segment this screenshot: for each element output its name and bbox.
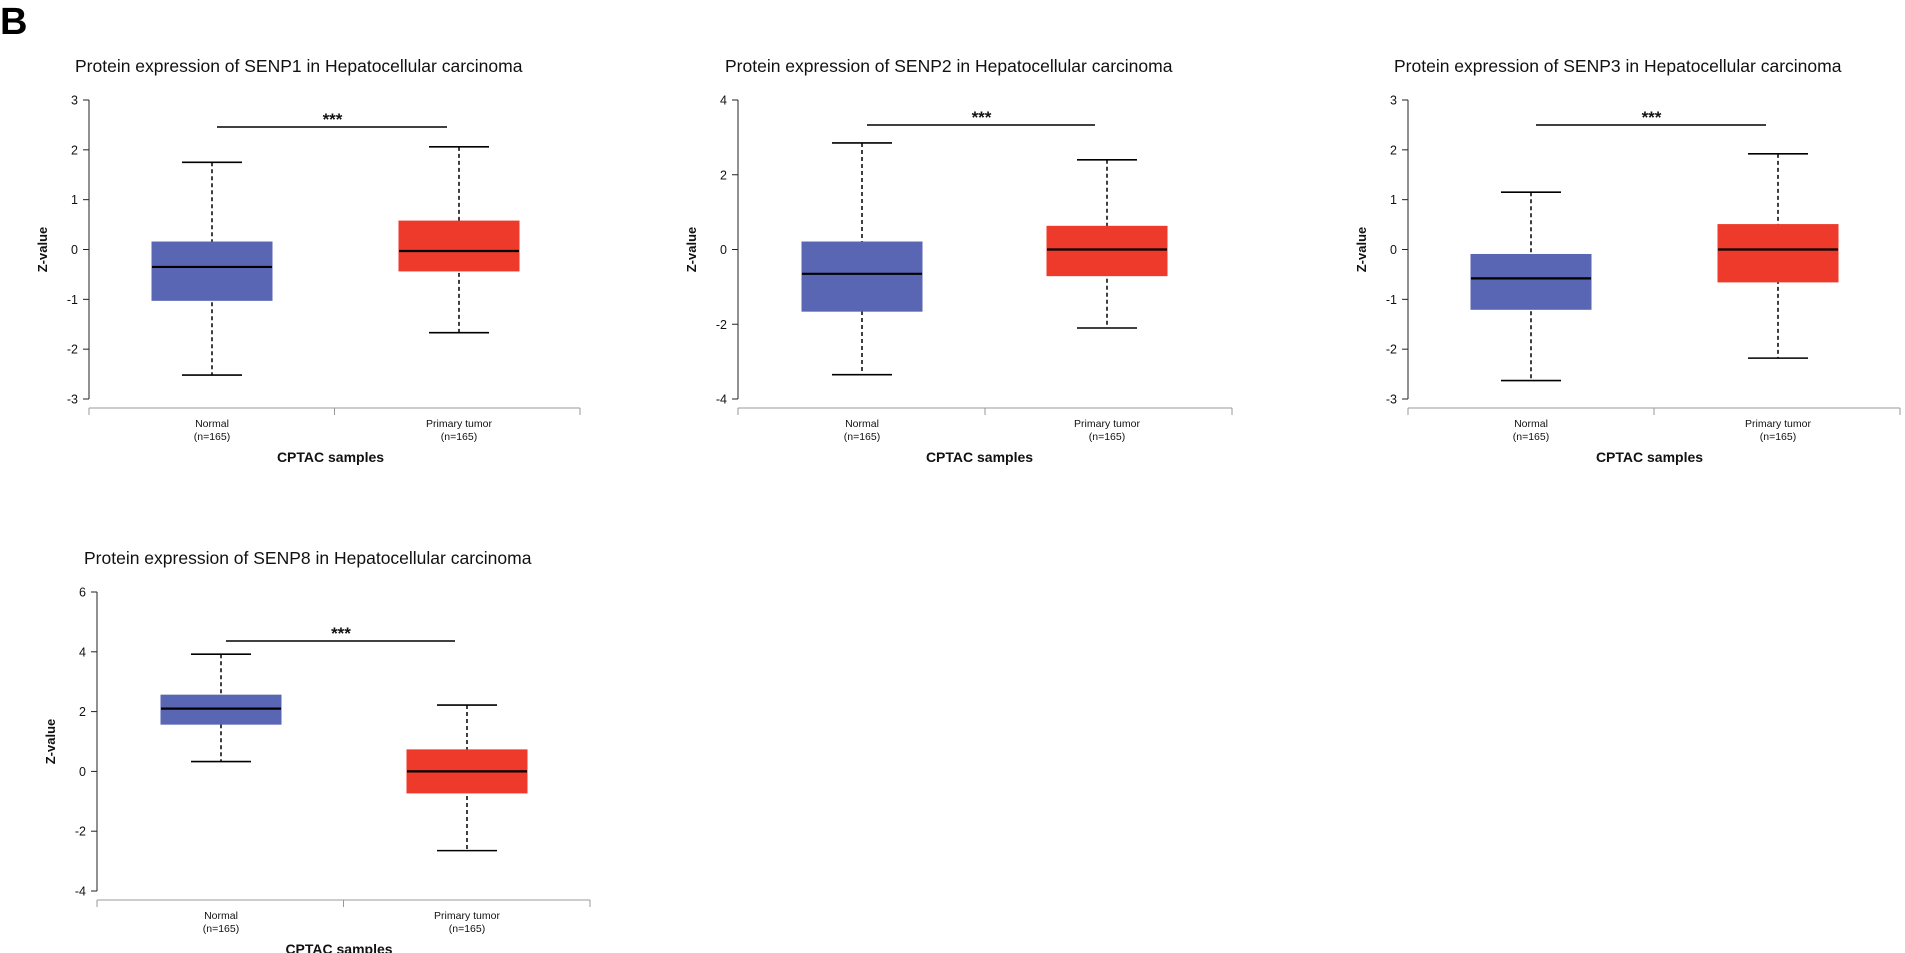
iqr-box xyxy=(1046,225,1168,277)
box-primary-tumor: Primary tumor(n=165) xyxy=(1046,159,1168,443)
y-tick-label: 0 xyxy=(720,243,727,257)
box-chart-3: Protein expression of SENP3 in Hepatocel… xyxy=(1354,56,1901,465)
x-tick-label: Normal xyxy=(1514,418,1548,430)
chart-title: Protein expression of SENP2 in Hepatocel… xyxy=(725,56,1173,76)
x-tick-label: Normal xyxy=(204,910,238,922)
box-primary-tumor: Primary tumor(n=165) xyxy=(406,704,528,935)
box-chart-1: Protein expression of SENP1 in Hepatocel… xyxy=(35,56,581,465)
iqr-box xyxy=(801,241,923,312)
chart-grid: Protein expression of SENP1 in Hepatocel… xyxy=(35,56,1901,953)
x-axis-label: CPTAC samples xyxy=(1596,449,1703,465)
significance-label: *** xyxy=(323,110,343,129)
x-tick-label: Primary tumor xyxy=(434,910,500,922)
y-tick-label: 1 xyxy=(1390,193,1397,207)
significance-label: *** xyxy=(1642,108,1662,127)
chart-title: Protein expression of SENP8 in Hepatocel… xyxy=(84,548,532,568)
y-axis-label: Z-value xyxy=(1354,227,1369,273)
y-tick-label: 6 xyxy=(79,586,86,600)
x-tick-sublabel: (n=165) xyxy=(449,923,485,935)
chart-title: Protein expression of SENP1 in Hepatocel… xyxy=(75,56,523,76)
y-tick-label: 3 xyxy=(1390,94,1397,108)
box-normal: Normal(n=165) xyxy=(801,142,923,443)
x-tick-label: Primary tumor xyxy=(1074,418,1140,430)
y-tick-label: 2 xyxy=(1390,143,1397,157)
y-tick-label: 1 xyxy=(71,193,78,207)
iqr-box xyxy=(151,241,273,301)
chart-title: Protein expression of SENP3 in Hepatocel… xyxy=(1394,56,1842,76)
x-axis-label: CPTAC samples xyxy=(926,449,1033,465)
y-tick-label: 2 xyxy=(71,143,78,157)
y-axis-label: Z-value xyxy=(684,227,699,273)
x-tick-sublabel: (n=165) xyxy=(1760,431,1796,443)
y-tick-label: 0 xyxy=(71,243,78,257)
x-tick-sublabel: (n=165) xyxy=(1089,431,1125,443)
x-tick-label: Normal xyxy=(195,418,229,430)
x-tick-label: Normal xyxy=(845,418,879,430)
y-tick-label: -2 xyxy=(1386,343,1397,357)
iqr-box xyxy=(1470,253,1592,310)
x-tick-sublabel: (n=165) xyxy=(844,431,880,443)
y-tick-label: -2 xyxy=(67,343,78,357)
significance-label: *** xyxy=(331,624,351,643)
y-tick-label: -3 xyxy=(1386,393,1397,407)
y-tick-label: -1 xyxy=(1386,293,1397,307)
x-tick-sublabel: (n=165) xyxy=(203,923,239,935)
box-chart-4: Protein expression of SENP8 in Hepatocel… xyxy=(43,548,591,953)
y-tick-label: 0 xyxy=(1390,243,1397,257)
y-tick-label: 4 xyxy=(720,94,727,108)
iqr-box xyxy=(1717,224,1839,283)
x-tick-sublabel: (n=165) xyxy=(194,431,230,443)
significance-label: *** xyxy=(972,108,992,127)
x-axis-label: CPTAC samples xyxy=(277,449,384,465)
y-axis-label: Z-value xyxy=(35,227,50,273)
x-tick-label: Primary tumor xyxy=(1745,418,1811,430)
x-axis-label: CPTAC samples xyxy=(285,941,392,953)
x-tick-sublabel: (n=165) xyxy=(441,431,477,443)
y-tick-label: 3 xyxy=(71,94,78,108)
box-normal: Normal(n=165) xyxy=(151,161,273,443)
box-primary-tumor: Primary tumor(n=165) xyxy=(398,146,520,443)
box-chart-2: Protein expression of SENP2 in Hepatocel… xyxy=(684,56,1233,465)
y-tick-label: -4 xyxy=(716,393,727,407)
y-tick-label: -3 xyxy=(67,393,78,407)
box-normal: Normal(n=165) xyxy=(160,653,282,935)
y-tick-label: 4 xyxy=(79,645,86,659)
y-tick-label: -2 xyxy=(716,318,727,332)
y-tick-label: -4 xyxy=(75,885,86,899)
x-tick-label: Primary tumor xyxy=(426,418,492,430)
y-tick-label: 2 xyxy=(79,705,86,719)
y-tick-label: 2 xyxy=(720,168,727,182)
y-tick-label: 0 xyxy=(79,765,86,779)
y-axis-label: Z-value xyxy=(43,719,58,765)
y-tick-label: -1 xyxy=(67,293,78,307)
y-tick-label: -2 xyxy=(75,825,86,839)
iqr-box xyxy=(398,220,520,272)
x-tick-sublabel: (n=165) xyxy=(1513,431,1549,443)
panel-label: B xyxy=(0,1,27,43)
box-primary-tumor: Primary tumor(n=165) xyxy=(1717,153,1839,443)
box-normal: Normal(n=165) xyxy=(1470,191,1592,443)
